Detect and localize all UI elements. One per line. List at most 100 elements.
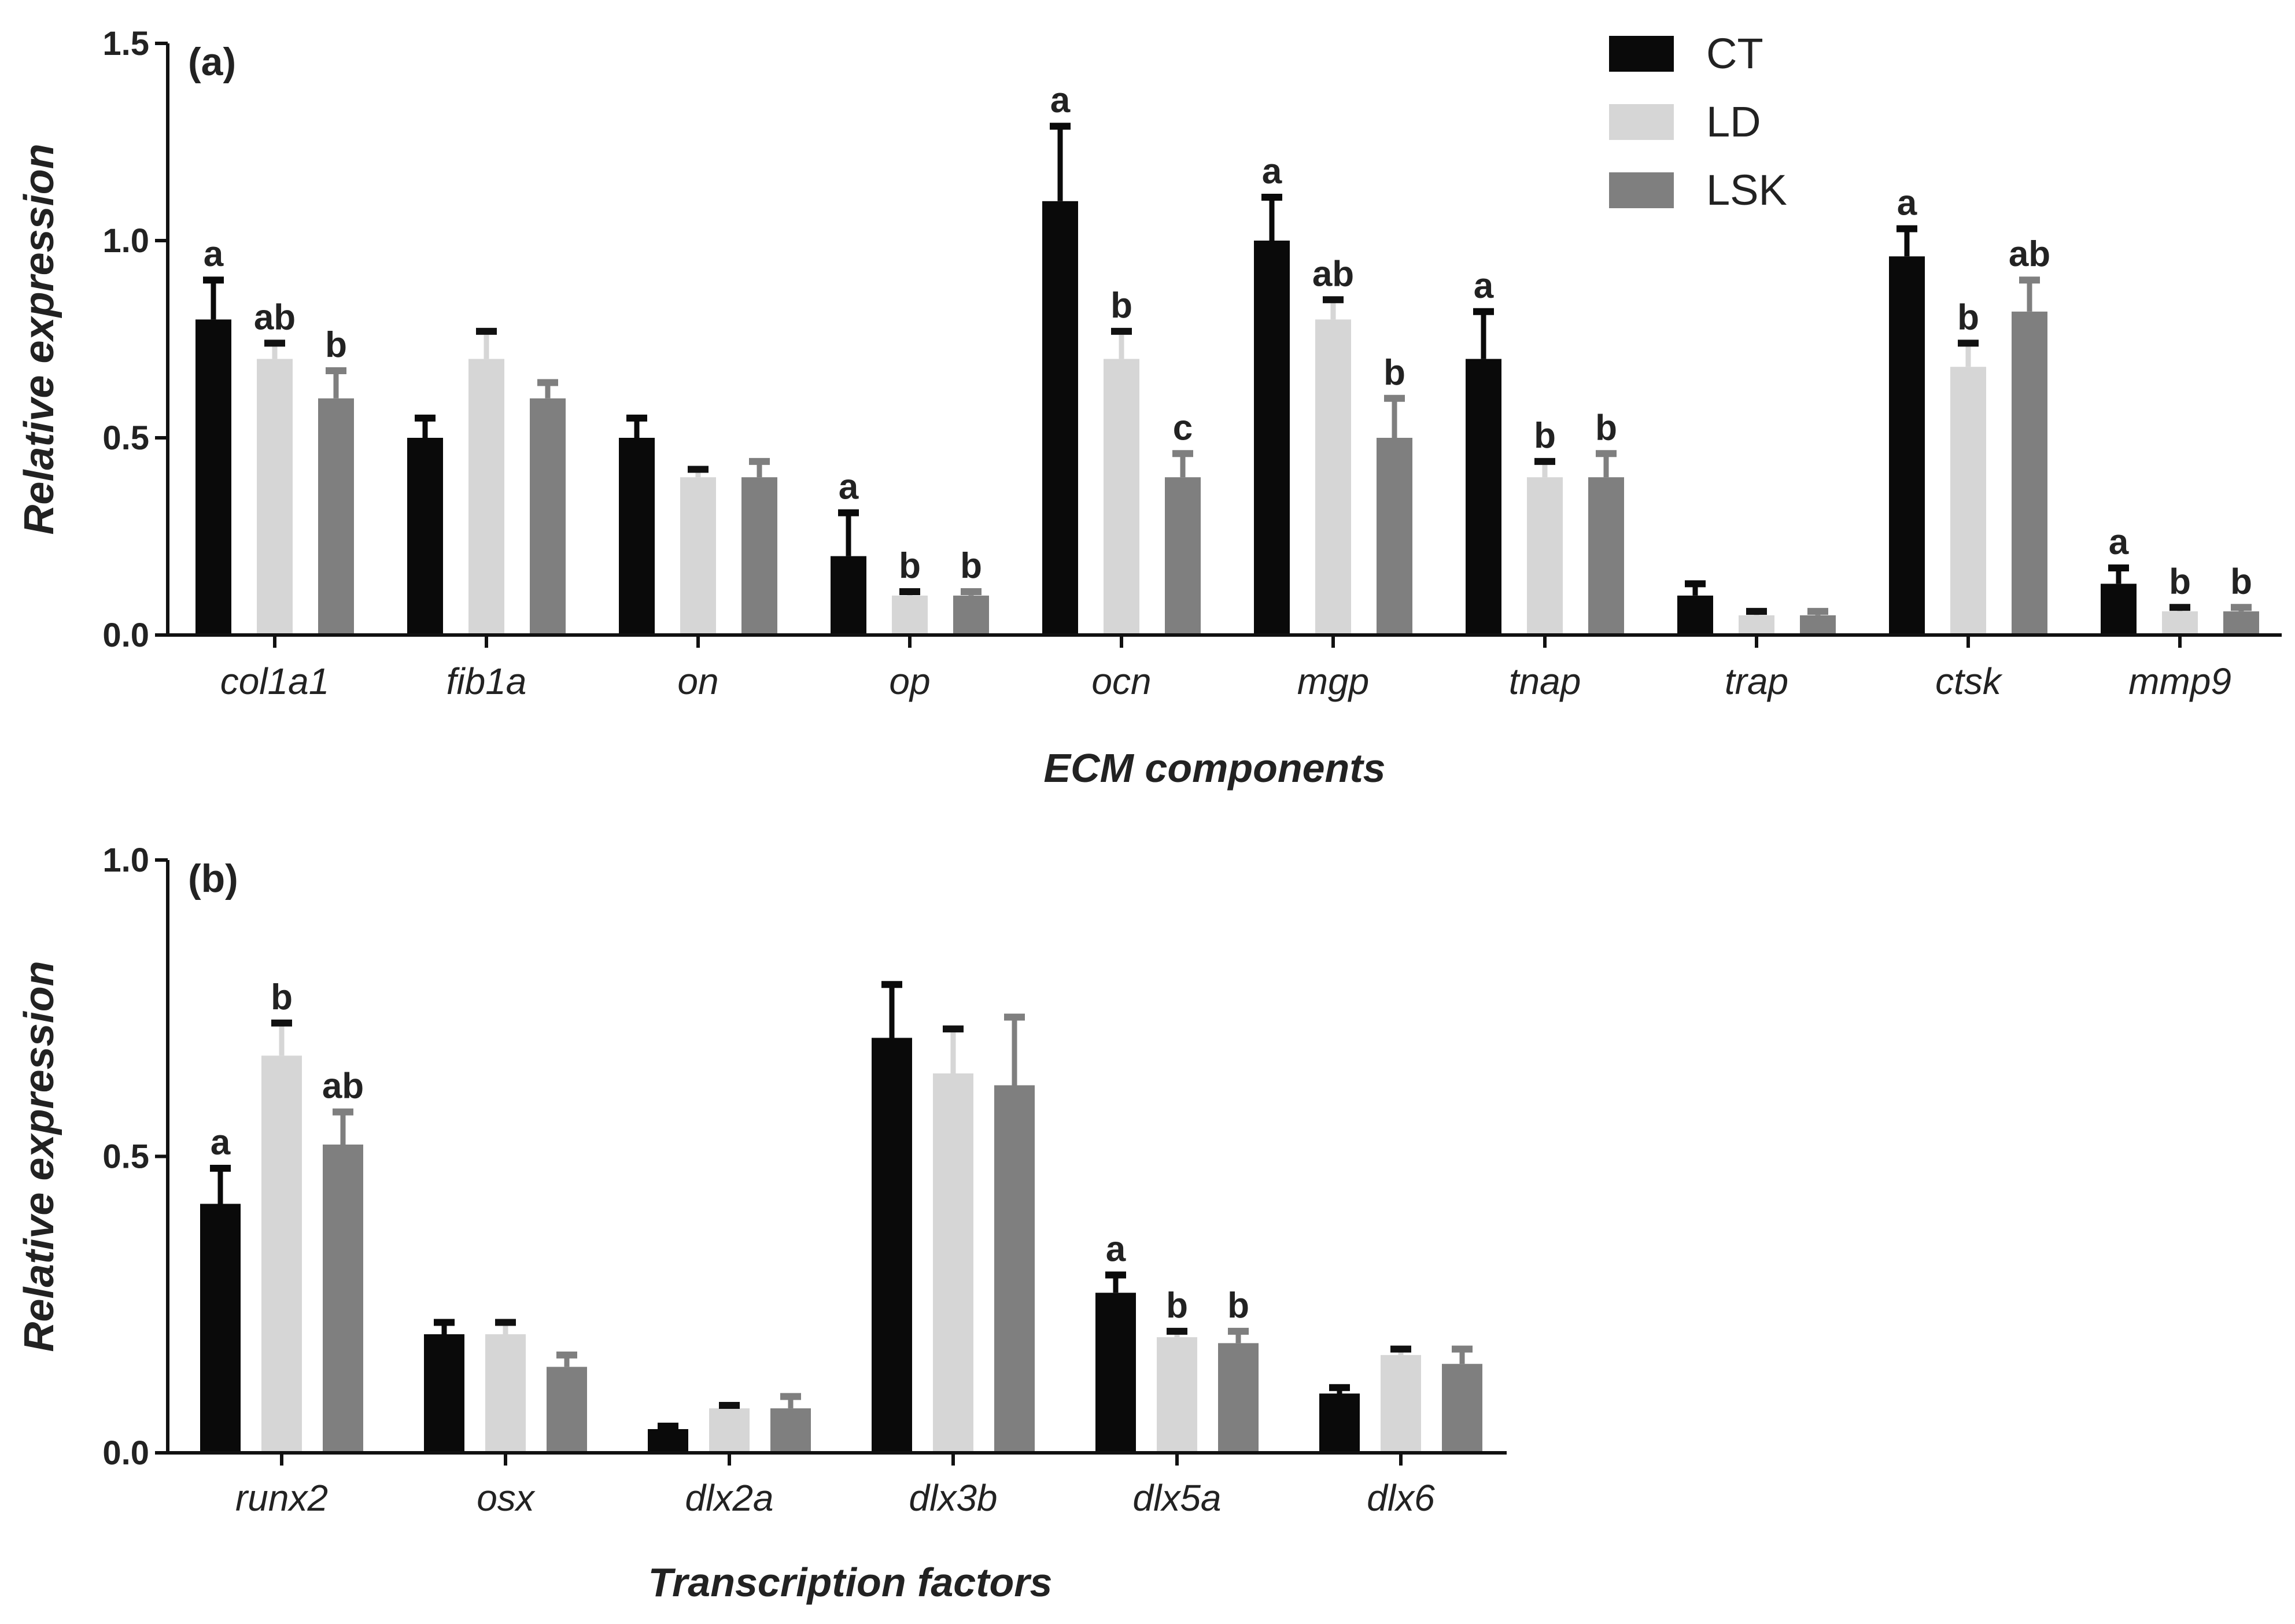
bar-a-mmp9-CT [2101,584,2137,635]
legend-label-CT: CT [1706,29,1763,77]
sig-letter-a-mgp-CT: a [1262,152,1282,191]
bar-b-runx2-CT [200,1204,241,1453]
bar-a-tnap-CT [1466,359,1501,635]
bar-a-fib1a-LSK [530,398,566,635]
panel-a-chart: (a) aaaaaaaabbbabbbbbbcbbabb0.00.51.01.5… [16,25,2282,791]
category-label-a-col1a1: col1a1 [220,660,330,702]
x-axis-title-a: ECM components [1043,745,1385,791]
ytick-label-a-1: 0.5 [102,419,149,457]
category-label-a-mgp: mgp [1297,660,1370,702]
x-axis-title-b: Transcription factors [648,1560,1053,1605]
bar-b-dlx3b-LD [933,1073,973,1453]
bar-a-on-LD [680,477,716,635]
bar-a-trap-CT [1677,595,1713,635]
category-label-b-dlx2a: dlx2a [685,1477,774,1519]
sig-letter-a-mgp-LSK: b [1383,353,1405,393]
category-label-a-tnap: tnap [1509,660,1581,702]
bar-b-dlx3b-CT [872,1038,912,1453]
category-label-b-runx2: runx2 [235,1477,328,1519]
sig-letter-a-mmp9-LSK: b [2230,562,2252,601]
category-label-a-ocn: ocn [1091,660,1151,702]
sig-letter-a-ocn-LSK: c [1173,408,1193,448]
bar-b-osx-LD [485,1334,526,1453]
bar-b-runx2-LD [261,1055,302,1453]
sig-letter-b-dlx5a-LSK: b [1227,1286,1249,1326]
bar-b-dlx2a-LSK [770,1408,811,1453]
legend-swatch-LD [1609,104,1674,140]
sig-letter-a-op-LD: b [899,546,921,586]
category-label-a-mmp9: mmp9 [2128,660,2231,702]
sig-letter-a-op-LSK: b [960,546,982,586]
bar-b-osx-LSK [547,1367,587,1453]
panel-b-label: (b) [188,857,238,900]
bar-a-trap-LSK [1800,615,1836,635]
bar-a-mgp-LD [1315,319,1351,635]
bar-a-ctsk-CT [1889,256,1925,635]
bar-b-dlx6-LSK [1442,1364,1482,1453]
bar-b-dlx6-CT [1319,1393,1360,1453]
sig-letter-a-mmp9-LD: b [2169,562,2191,601]
sig-letter-a-col1a1-CT: a [204,234,224,274]
bar-b-osx-CT [424,1334,464,1453]
category-label-b-dlx5a: dlx5a [1133,1477,1222,1519]
category-label-a-trap: trap [1725,660,1788,702]
bar-a-fib1a-LD [468,359,504,635]
bar-a-ocn-LD [1104,359,1139,635]
ytick-label-b-0: 0.0 [102,1434,149,1472]
ytick-label-b-2: 1.0 [102,841,149,879]
category-label-b-osx: osx [477,1477,536,1519]
sig-letter-a-tnap-LSK: b [1595,408,1617,448]
sig-letter-b-runx2-LD: b [271,977,293,1017]
bar-b-dlx5a-CT [1095,1293,1136,1453]
category-label-a-on: on [677,660,718,702]
bar-a-fib1a-CT [407,438,443,635]
bar-b-dlx3b-LSK [994,1085,1035,1453]
bar-a-mgp-LSK [1377,438,1412,635]
bar-b-dlx6-LD [1381,1354,1421,1453]
bar-a-ocn-CT [1042,201,1078,635]
sig-letter-a-ocn-LD: b [1110,286,1132,326]
bar-a-col1a1-LD [257,359,293,635]
category-label-a-op: op [889,660,930,702]
sig-letter-a-ctsk-LD: b [1957,297,1979,337]
bar-a-ctsk-LD [1950,367,1986,635]
legend-swatch-CT [1609,36,1674,72]
category-label-b-dlx3b: dlx3b [909,1477,998,1519]
bar-b-runx2-LSK [323,1145,363,1453]
sig-letter-a-op-CT: a [839,467,859,507]
bar-a-mmp9-LSK [2223,611,2259,635]
sig-letter-a-ocn-CT: a [1050,80,1071,120]
bar-a-op-CT [831,556,866,635]
bar-a-mgp-CT [1254,241,1290,635]
ytick-label-a-3: 1.5 [102,25,149,62]
ytick-label-a-2: 1.0 [102,222,149,260]
bar-a-on-CT [619,438,655,635]
ytick-label-a-0: 0.0 [102,617,149,654]
bar-b-dlx2a-CT [648,1429,688,1453]
category-label-a-ctsk: ctsk [1935,660,2003,702]
ytick-label-b-1: 0.5 [102,1138,149,1176]
legend-swatch-LSK [1609,172,1674,208]
sig-letter-a-ctsk-CT: a [1897,183,1917,223]
bar-b-dlx2a-LD [709,1408,750,1453]
sig-letter-b-dlx5a-LD: b [1166,1286,1188,1326]
bar-a-ctsk-LSK [2012,311,2047,635]
bar-a-col1a1-CT [195,319,231,635]
legend-label-LSK: LSK [1706,166,1787,214]
panel-a-label: (a) [188,40,236,84]
bar-b-dlx5a-LSK [1218,1343,1259,1453]
sig-letter-a-mgp-LD: ab [1312,254,1354,294]
bar-a-mmp9-LD [2162,611,2198,635]
y-axis-title-a: Relative expression [16,143,62,534]
sig-letter-b-runx2-CT: a [211,1123,231,1162]
sig-letter-b-dlx5a-CT: a [1106,1230,1126,1269]
bar-a-tnap-LSK [1588,477,1624,635]
y-axis-title-b: Relative expression [16,961,62,1352]
legend: CT LD LSK [1609,29,1787,214]
sig-letter-a-tnap-CT: a [1474,266,1494,306]
sig-letter-a-tnap-LD: b [1534,416,1556,456]
bar-a-ocn-LSK [1165,477,1201,635]
bar-a-trap-LD [1739,615,1774,635]
